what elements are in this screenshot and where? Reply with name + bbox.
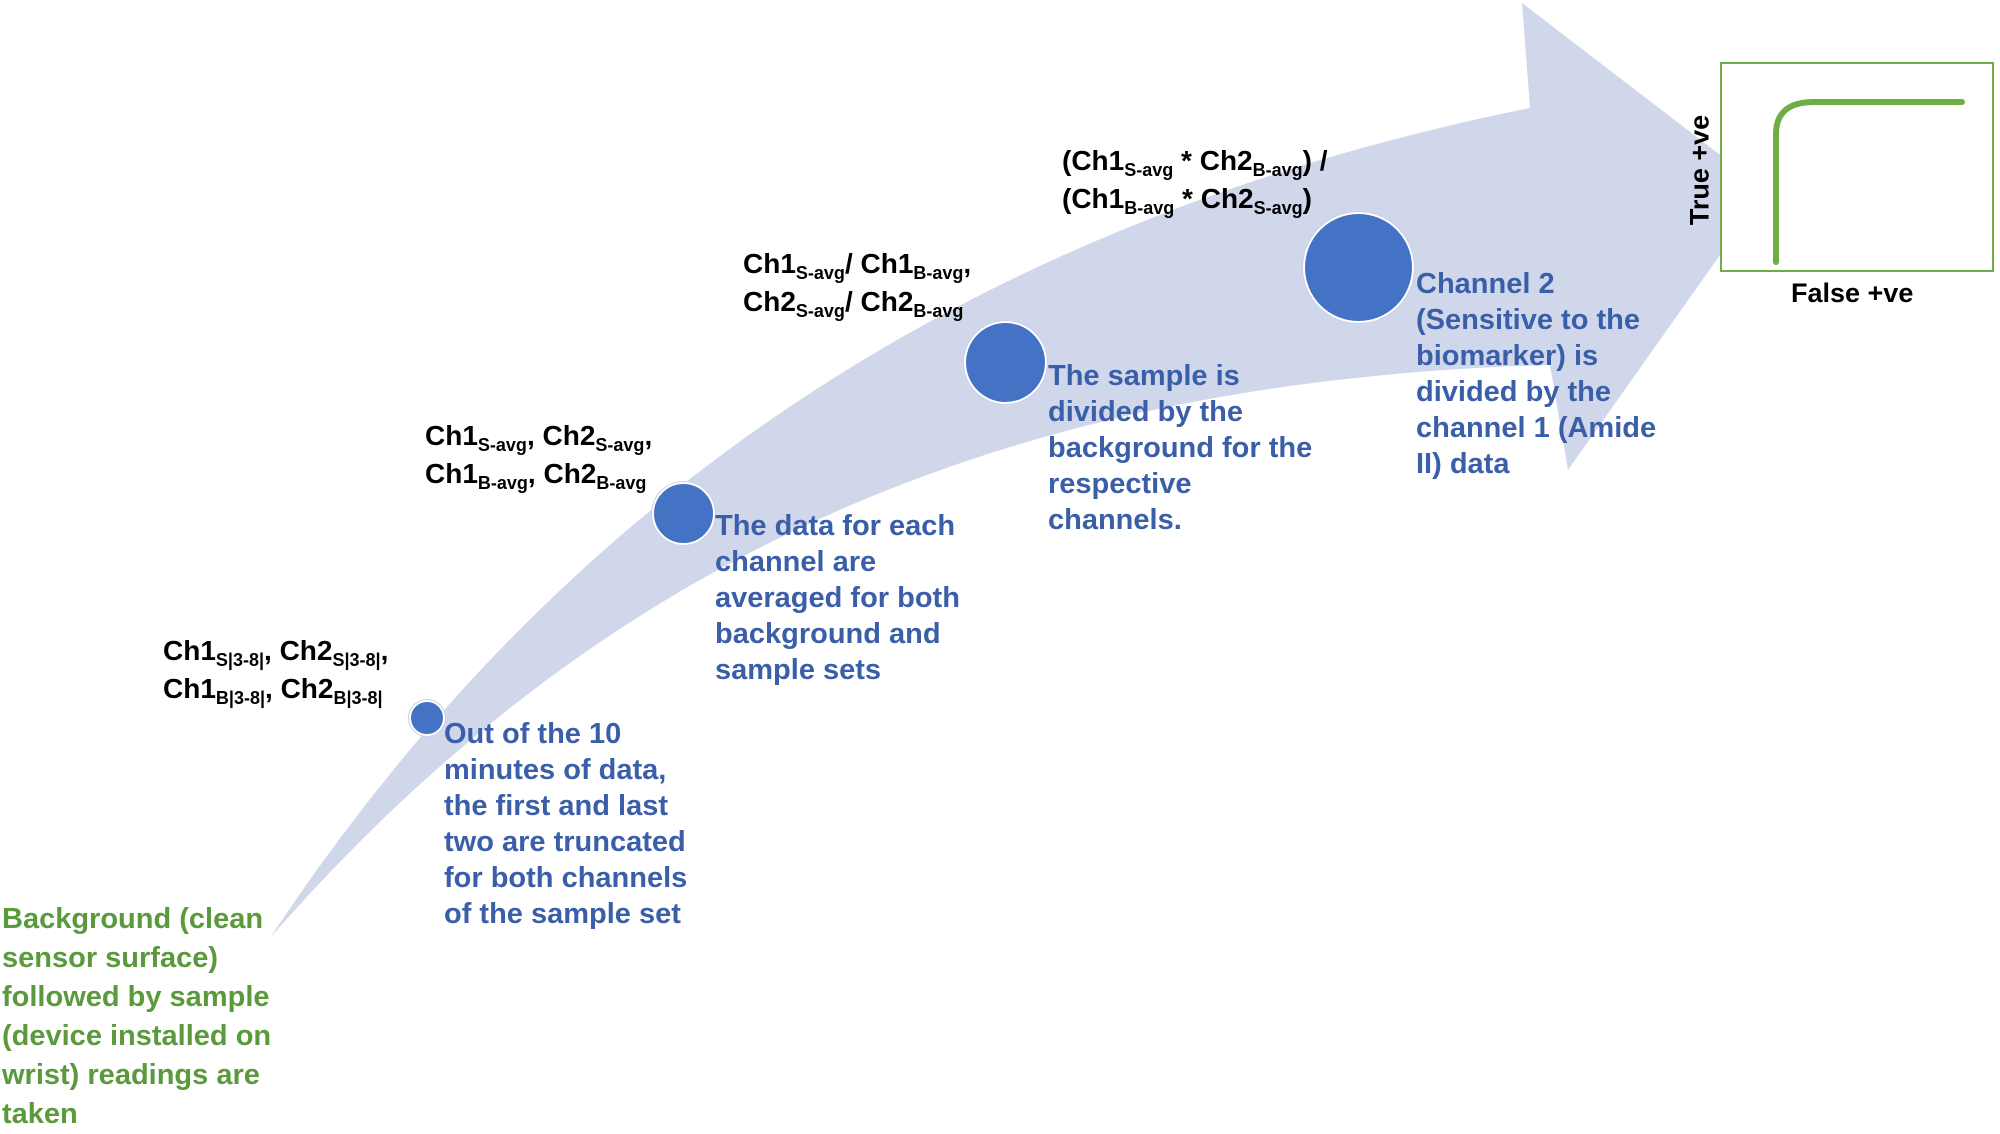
roc-y-axis-label: True +ve xyxy=(1684,114,1715,226)
formula-separator: , xyxy=(526,420,543,451)
roc-plot-box xyxy=(1720,62,1994,272)
formula-term: Ch2 xyxy=(1200,183,1254,214)
formula-term: Ch2 xyxy=(279,635,333,666)
formula-term: Ch2 xyxy=(542,420,596,451)
formula-line: (Ch1B-avg * Ch2S-avg) xyxy=(1062,180,1328,218)
formula-subscript: B-avg xyxy=(1252,160,1303,180)
formula-subscript: B-avg xyxy=(913,263,964,283)
formula-separator: , xyxy=(963,248,972,279)
formula-term: Ch1 xyxy=(860,248,914,279)
formula-term: Ch2 xyxy=(860,286,914,317)
step-1-formula: Ch1S|3-8|, Ch2S|3-8|, Ch1B|3-8|, Ch2B|3-8… xyxy=(163,632,388,708)
workflow-diagram: Background (clean sensor surface) follow… xyxy=(2,3,1994,1130)
step-4-formula: (Ch1S-avg * Ch2B-avg) / (Ch1B-avg * Ch2S-… xyxy=(1062,142,1328,218)
step-3-formula: Ch1S-avg/ Ch1B-avg, Ch2S-avg/ Ch2B-avg xyxy=(743,245,971,321)
formula-separator: / xyxy=(844,286,861,317)
formula-term: Ch1 xyxy=(163,635,216,666)
formula-subscript: B-avg xyxy=(596,473,647,493)
formula-term: Ch2 xyxy=(743,286,796,317)
formula-term: Ch1 xyxy=(163,673,216,704)
roc-curve xyxy=(1773,99,1965,265)
formula-term: Ch2 xyxy=(280,673,334,704)
formula-subscript: S-avg xyxy=(477,435,527,455)
formula-term: Ch1 xyxy=(425,420,478,451)
formula-term: Ch2 xyxy=(543,458,597,489)
step-2-formula: Ch1S-avg, Ch2S-avg, Ch1B-avg, Ch2B-avg xyxy=(425,417,652,493)
step-4-circle xyxy=(1303,212,1414,323)
step-2-description: The data for each channel are averaged f… xyxy=(715,510,960,686)
formula-separator: , xyxy=(265,673,281,704)
formula-line: Ch1S|3-8|, Ch2S|3-8|, xyxy=(163,632,388,670)
formula-separator: , xyxy=(644,420,653,451)
roc-x-axis-label: False +ve xyxy=(1791,278,1914,308)
formula-separator: , xyxy=(264,635,280,666)
formula-subscript: S|3-8| xyxy=(215,650,264,670)
formula-separator: / xyxy=(844,248,861,279)
formula-term: Ch2 xyxy=(1199,145,1253,176)
formula-term: Ch1 xyxy=(425,458,478,489)
formula-separator: ) xyxy=(1302,183,1312,214)
formula-line: (Ch1S-avg * Ch2B-avg) / xyxy=(1062,142,1328,180)
formula-term: Ch1 xyxy=(743,248,796,279)
formula-line: Ch1S-avg, Ch2S-avg, xyxy=(425,417,652,455)
step-3-circle xyxy=(964,321,1047,404)
formula-term: (Ch1 xyxy=(1062,183,1125,214)
step-3-description: The sample is divided by the background … xyxy=(1048,360,1313,536)
formula-separator: ) / xyxy=(1302,145,1328,176)
formula-subscript: B-avg xyxy=(1124,198,1175,218)
formula-separator: , xyxy=(380,635,389,666)
step-1-description: Out of the 10 minutes of data, the first… xyxy=(444,718,688,930)
formula-separator: * xyxy=(1174,183,1201,214)
formula-subscript: B|3-8| xyxy=(215,688,265,708)
formula-line: Ch2S-avg/ Ch2B-avg xyxy=(743,283,971,321)
formula-subscript: S-avg xyxy=(595,435,645,455)
formula-subscript: S-avg xyxy=(795,301,845,321)
formula-subscript: B-avg xyxy=(477,473,528,493)
formula-subscript: S-avg xyxy=(795,263,845,283)
formula-line: Ch1B-avg, Ch2B-avg xyxy=(425,455,652,493)
formula-line: Ch1B|3-8|, Ch2B|3-8| xyxy=(163,670,388,708)
step-4-description: Channel 2 (Sensitive to the biomarker) i… xyxy=(1416,268,1657,480)
start-label: Background (clean sensor surface) follow… xyxy=(2,903,272,1130)
formula-term: (Ch1 xyxy=(1062,145,1125,176)
formula-separator: , xyxy=(527,458,544,489)
formula-line: Ch1S-avg/ Ch1B-avg, xyxy=(743,245,971,283)
formula-subscript: S-avg xyxy=(1124,160,1174,180)
formula-subscript: S-avg xyxy=(1253,198,1303,218)
formula-subscript: B|3-8| xyxy=(333,688,383,708)
formula-separator: * xyxy=(1173,145,1200,176)
step-1-circle xyxy=(409,700,445,736)
formula-subscript: B-avg xyxy=(913,301,964,321)
step-2-circle xyxy=(652,482,715,545)
formula-subscript: S|3-8| xyxy=(332,650,381,670)
